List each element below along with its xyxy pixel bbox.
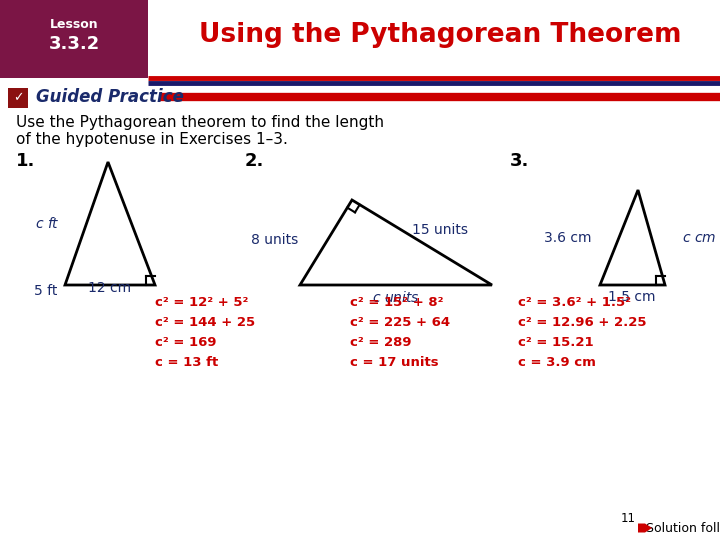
Text: 15 units: 15 units	[412, 223, 468, 237]
Text: 1.: 1.	[16, 152, 35, 170]
Text: Use the Pythagorean theorem to find the length: Use the Pythagorean theorem to find the …	[16, 115, 384, 130]
Text: 2.: 2.	[245, 152, 264, 170]
Text: $c$ cm: $c$ cm	[682, 231, 716, 245]
Text: c = 17 units: c = 17 units	[350, 355, 438, 368]
Text: 11: 11	[621, 511, 636, 524]
Text: 3.3.2: 3.3.2	[48, 35, 99, 53]
Bar	[148, 0, 720, 78]
Text: of the hypotenuse in Exercises 1–3.: of the hypotenuse in Exercises 1–3.	[16, 132, 288, 147]
Text: c² = 169: c² = 169	[155, 335, 217, 348]
Text: 3.: 3.	[510, 152, 529, 170]
Text: Lesson: Lesson	[50, 18, 99, 31]
Text: ✓: ✓	[13, 91, 23, 105]
Text: c = 3.9 cm: c = 3.9 cm	[518, 355, 596, 368]
Text: 3.6 cm: 3.6 cm	[544, 231, 592, 245]
FancyBboxPatch shape	[8, 88, 28, 108]
Text: $c$ units: $c$ units	[372, 290, 420, 305]
Text: $c$ ft: $c$ ft	[35, 217, 59, 232]
FancyArrow shape	[638, 523, 652, 532]
Text: Using the Pythagorean Theorem: Using the Pythagorean Theorem	[199, 22, 681, 48]
Text: 5 ft: 5 ft	[34, 284, 57, 298]
Text: c² = 15.21: c² = 15.21	[518, 335, 593, 348]
Text: 12 cm: 12 cm	[89, 281, 132, 295]
Text: c² = 15² + 8²: c² = 15² + 8²	[350, 295, 444, 308]
Text: c² = 3.6² + 1.5²: c² = 3.6² + 1.5²	[518, 295, 631, 308]
Text: c² = 12.96 + 2.25: c² = 12.96 + 2.25	[518, 315, 647, 328]
Text: c² = 12² + 5²: c² = 12² + 5²	[155, 295, 248, 308]
Text: c² = 225 + 64: c² = 225 + 64	[350, 315, 450, 328]
Text: Solution follows...: Solution follows...	[646, 522, 720, 535]
Polygon shape	[0, 0, 175, 78]
Text: 1.5 cm: 1.5 cm	[608, 290, 656, 304]
Text: c = 13 ft: c = 13 ft	[155, 355, 218, 368]
Text: 8 units: 8 units	[251, 233, 298, 247]
Text: c² = 289: c² = 289	[350, 335, 412, 348]
Text: Guided Practice: Guided Practice	[36, 88, 184, 106]
Text: c² = 144 + 25: c² = 144 + 25	[155, 315, 255, 328]
